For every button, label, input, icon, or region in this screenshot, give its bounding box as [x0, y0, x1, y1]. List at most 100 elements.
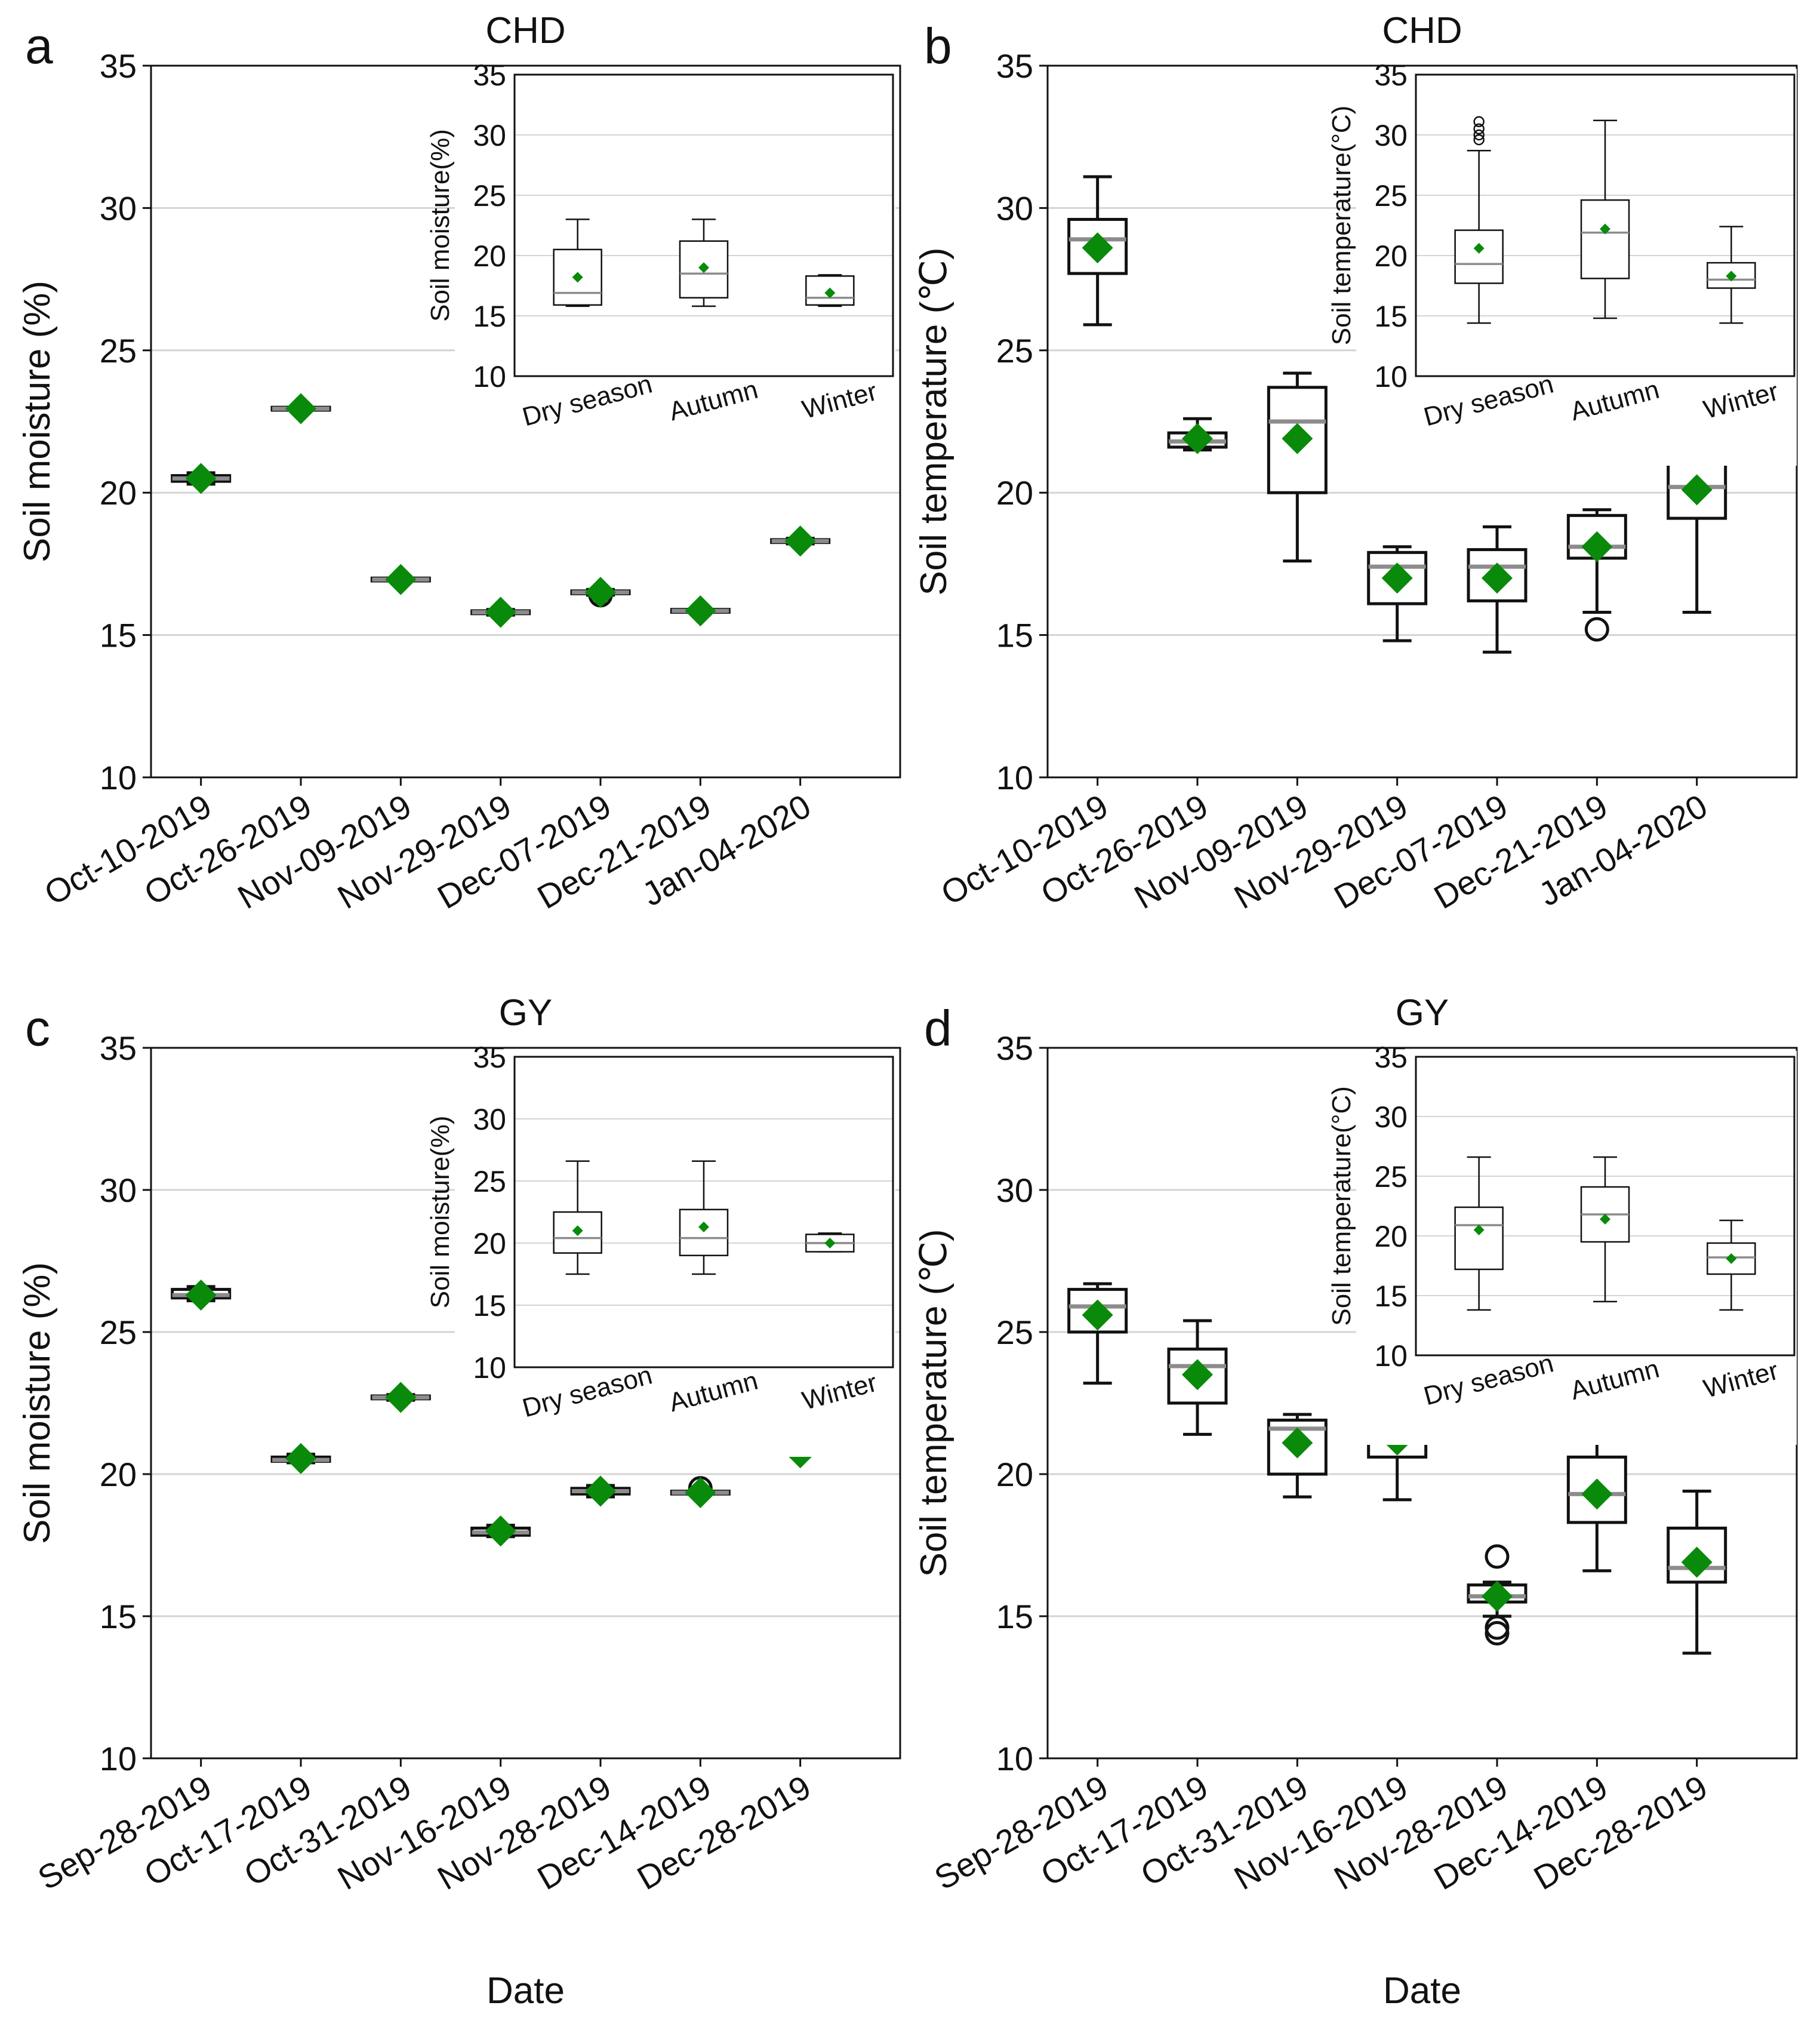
main-mean-marker	[1482, 1580, 1513, 1612]
panel-letter: b	[924, 18, 952, 74]
y-tick-label: 15	[996, 617, 1033, 654]
main-mean-marker	[784, 525, 816, 557]
y-axis-label: Soil temperature (℃)	[913, 247, 954, 595]
panel-letter: c	[25, 1000, 50, 1056]
main-box-1	[270, 1442, 331, 1474]
inset-y-tick-label: 35	[473, 1041, 506, 1074]
inset-y-tick-label: 30	[473, 119, 506, 152]
y-tick-label: 10	[100, 1740, 137, 1777]
inset-iqr-rect	[1454, 229, 1504, 284]
inset-y-tick-label: 10	[473, 360, 506, 393]
inset-box-2	[805, 1232, 855, 1253]
main-box-1	[1167, 1319, 1228, 1436]
inset-frame	[513, 73, 894, 377]
inset-y-tick-label: 30	[1374, 119, 1408, 152]
main-box-0	[1067, 175, 1128, 327]
inset-box-1	[679, 219, 729, 307]
y-tick-label: 30	[100, 189, 137, 227]
inset-frame	[513, 1056, 894, 1368]
inset-y-axis-label: Soil temperature(°C)	[1327, 106, 1356, 346]
main-mean-marker	[385, 564, 417, 595]
inset-iqr-rect	[1707, 1242, 1756, 1275]
inset-y-tick-label: 35	[1374, 1041, 1408, 1074]
y-tick-label: 10	[100, 759, 137, 796]
inset-frame	[1415, 1056, 1796, 1357]
panel-letter: a	[25, 18, 53, 74]
inset-y-axis-label: Soil temperature(°C)	[1327, 1086, 1356, 1326]
y-tick-label: 15	[996, 1598, 1033, 1635]
x-axis-label: Date	[1383, 1970, 1461, 2011]
inset-y-tick-label: 15	[1374, 1279, 1408, 1313]
main-box-3	[470, 1515, 531, 1547]
inset-box-2	[805, 274, 855, 307]
inset-outlier-point	[1473, 116, 1485, 128]
y-tick-label: 25	[996, 1314, 1033, 1351]
main-box-0	[171, 1279, 232, 1311]
inset-mean-marker	[1473, 1225, 1485, 1235]
main-mean-marker	[485, 1515, 516, 1547]
inset-box-0	[1454, 1156, 1504, 1311]
y-tick-label: 15	[100, 1598, 137, 1635]
inset-y-axis-label: Soil moisture(%)	[426, 129, 455, 322]
y-axis-label: Soil moisture (%)	[17, 1262, 58, 1544]
main-mean-marker	[1082, 1299, 1113, 1331]
y-tick-label: 20	[996, 474, 1033, 512]
main-box-4	[1467, 525, 1528, 654]
main-box-6	[1667, 1490, 1727, 1655]
y-tick-label: 10	[996, 759, 1033, 796]
inset-y-tick-label: 25	[1374, 179, 1408, 213]
y-tick-label: 10	[996, 1740, 1033, 1777]
inset-y-tick-label: 20	[1374, 239, 1408, 273]
main-mean-marker	[1581, 531, 1613, 562]
inset-y-tick-label: 10	[473, 1351, 506, 1385]
main-mean-marker	[585, 577, 616, 608]
inset-mean-marker	[1473, 242, 1485, 254]
main-mean-marker	[1681, 1546, 1713, 1578]
x-axis-label: Date	[486, 1970, 565, 2011]
main-mean-marker	[285, 393, 316, 425]
inset-y-tick-label: 30	[473, 1103, 506, 1136]
y-axis-label: Soil temperature (℃)	[913, 1229, 954, 1577]
inset-y-tick-label: 15	[1374, 300, 1408, 333]
main-box-5	[1566, 1432, 1627, 1573]
inset-mean-marker	[572, 272, 583, 283]
main-box-2	[1267, 1413, 1328, 1499]
inset-box-0	[1454, 116, 1504, 324]
inset-y-tick-label: 20	[1374, 1220, 1408, 1253]
y-tick-label: 30	[996, 1171, 1033, 1209]
main-mean-marker	[685, 1477, 716, 1508]
inset-iqr-rect	[805, 275, 855, 306]
main-iqr-rect	[1167, 1348, 1228, 1405]
y-tick-label: 35	[996, 1029, 1033, 1067]
main-box-4	[570, 577, 631, 608]
inset-y-tick-label: 10	[1374, 1339, 1408, 1373]
panel-title: CHD	[1382, 10, 1462, 51]
main-mean-marker	[1182, 1359, 1213, 1391]
panel-title: CHD	[485, 10, 565, 51]
main-mean-marker	[1381, 562, 1413, 594]
inset-y-axis-label: Soil moisture(%)	[426, 1116, 455, 1309]
main-box-1	[1167, 417, 1228, 454]
main-outlier-point	[1584, 617, 1609, 642]
plot-frame	[150, 1047, 901, 1760]
inset-mean-marker	[824, 1238, 836, 1248]
inset-frame	[1415, 73, 1796, 377]
main-box-6	[770, 525, 831, 557]
inset-mean-marker	[1600, 1214, 1610, 1225]
y-tick-label: 35	[996, 47, 1033, 85]
inset-y-tick-label: 15	[473, 300, 506, 333]
main-mean-marker	[1482, 562, 1513, 594]
main-box-0	[1067, 1282, 1128, 1385]
inset-mean-marker	[824, 287, 836, 299]
main-outlier-point	[1485, 1544, 1510, 1569]
inset-y-tick-label: 25	[473, 179, 506, 213]
inset-mean-marker	[572, 1225, 583, 1236]
inset-y-tick-label: 20	[473, 1227, 506, 1260]
inset-outlier-point	[1473, 129, 1485, 141]
main-box-0	[171, 463, 232, 494]
